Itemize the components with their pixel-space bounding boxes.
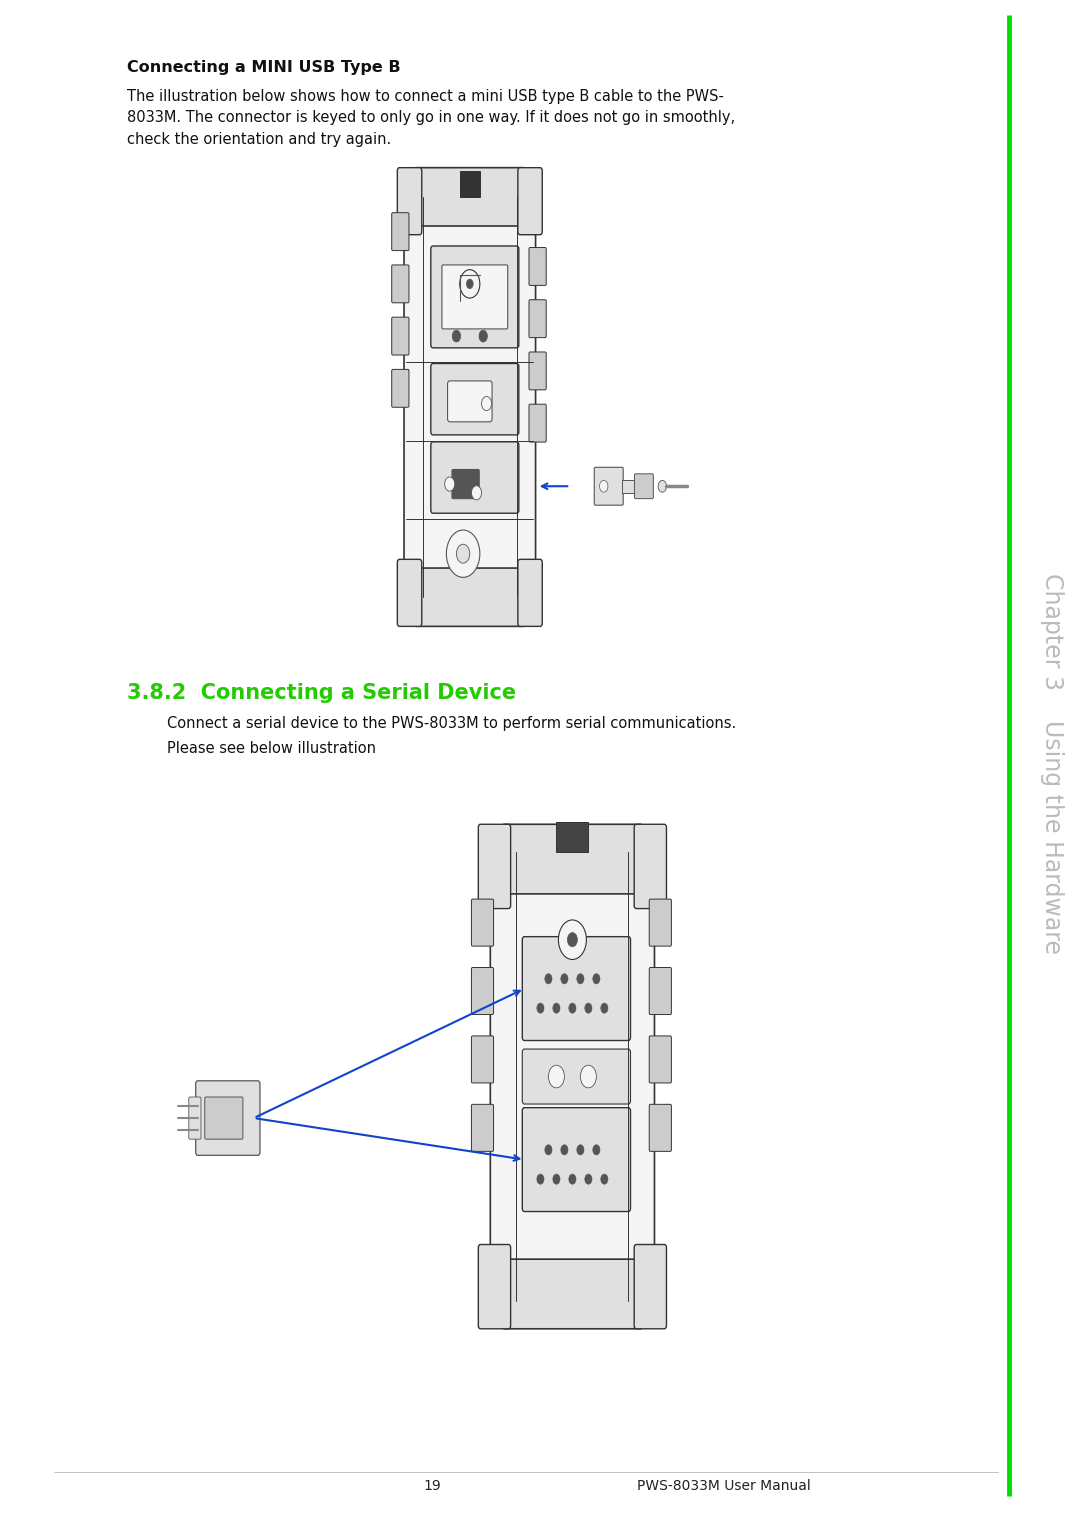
Circle shape [561,974,568,983]
FancyBboxPatch shape [195,1081,260,1156]
FancyBboxPatch shape [478,825,511,909]
Circle shape [445,476,455,492]
Circle shape [460,270,480,298]
Circle shape [553,1003,561,1014]
FancyBboxPatch shape [431,246,518,348]
Bar [460,171,480,197]
FancyBboxPatch shape [404,194,536,600]
Bar [556,823,589,852]
FancyBboxPatch shape [472,1104,494,1151]
FancyBboxPatch shape [518,168,542,235]
Text: Connect a serial device to the PWS-8033M to perform serial communications.: Connect a serial device to the PWS-8033M… [167,716,737,731]
Polygon shape [532,1125,612,1194]
Circle shape [553,1174,561,1185]
Circle shape [577,1145,584,1154]
Circle shape [544,1145,552,1154]
Text: Please see below illustration: Please see below illustration [167,741,377,756]
Text: 19: 19 [423,1480,441,1493]
Circle shape [561,1145,568,1154]
Circle shape [599,481,608,492]
Circle shape [584,1174,592,1185]
FancyBboxPatch shape [523,1049,631,1104]
FancyBboxPatch shape [397,168,421,235]
FancyBboxPatch shape [392,212,409,250]
FancyBboxPatch shape [634,473,653,499]
FancyBboxPatch shape [529,405,546,441]
FancyBboxPatch shape [478,1245,511,1328]
FancyBboxPatch shape [431,363,518,435]
Circle shape [482,397,491,411]
Circle shape [537,1003,544,1014]
Circle shape [658,481,666,492]
FancyBboxPatch shape [518,559,542,626]
FancyBboxPatch shape [523,1107,631,1211]
Bar [622,479,635,493]
Circle shape [600,1174,608,1185]
Circle shape [580,1066,596,1087]
FancyBboxPatch shape [529,247,546,286]
FancyBboxPatch shape [392,318,409,356]
FancyBboxPatch shape [431,441,518,513]
Circle shape [600,1003,608,1014]
Polygon shape [532,954,612,1023]
FancyBboxPatch shape [523,936,631,1040]
Circle shape [584,1003,592,1014]
FancyBboxPatch shape [529,299,546,337]
FancyBboxPatch shape [189,1096,201,1139]
Circle shape [577,974,584,983]
Circle shape [549,1066,565,1087]
FancyBboxPatch shape [442,266,508,328]
Circle shape [593,1145,600,1154]
Circle shape [446,530,480,577]
FancyBboxPatch shape [451,469,480,499]
Circle shape [569,1003,576,1014]
Circle shape [544,974,552,983]
FancyBboxPatch shape [472,968,494,1014]
Circle shape [457,544,470,563]
FancyBboxPatch shape [205,1096,243,1139]
FancyBboxPatch shape [414,568,526,626]
Text: 3.8.2  Connecting a Serial Device: 3.8.2 Connecting a Serial Device [127,683,516,702]
FancyBboxPatch shape [649,899,672,947]
Circle shape [537,1174,544,1185]
Text: PWS-8033M User Manual: PWS-8033M User Manual [637,1480,810,1493]
Circle shape [558,919,586,959]
FancyBboxPatch shape [447,380,492,421]
FancyBboxPatch shape [594,467,623,505]
FancyBboxPatch shape [649,1104,672,1151]
FancyBboxPatch shape [649,968,672,1014]
FancyBboxPatch shape [414,168,526,226]
FancyBboxPatch shape [392,370,409,408]
Text: Connecting a MINI USB Type B: Connecting a MINI USB Type B [127,60,401,75]
FancyBboxPatch shape [392,266,409,302]
FancyBboxPatch shape [472,899,494,947]
FancyBboxPatch shape [502,1260,643,1328]
Text: Chapter 3    Using the Hardware: Chapter 3 Using the Hardware [1040,573,1064,954]
Circle shape [567,933,578,947]
Circle shape [467,279,473,289]
FancyBboxPatch shape [490,849,654,1304]
FancyBboxPatch shape [502,825,643,893]
FancyBboxPatch shape [472,1035,494,1083]
Circle shape [569,1174,576,1185]
FancyBboxPatch shape [529,351,546,389]
Text: The illustration below shows how to connect a mini USB type B cable to the PWS-
: The illustration below shows how to conn… [127,89,735,147]
FancyBboxPatch shape [634,825,666,909]
Circle shape [593,974,600,983]
Circle shape [480,330,487,342]
FancyBboxPatch shape [397,559,421,626]
Circle shape [472,486,482,499]
FancyBboxPatch shape [649,1035,672,1083]
FancyBboxPatch shape [634,1245,666,1328]
Circle shape [453,330,460,342]
